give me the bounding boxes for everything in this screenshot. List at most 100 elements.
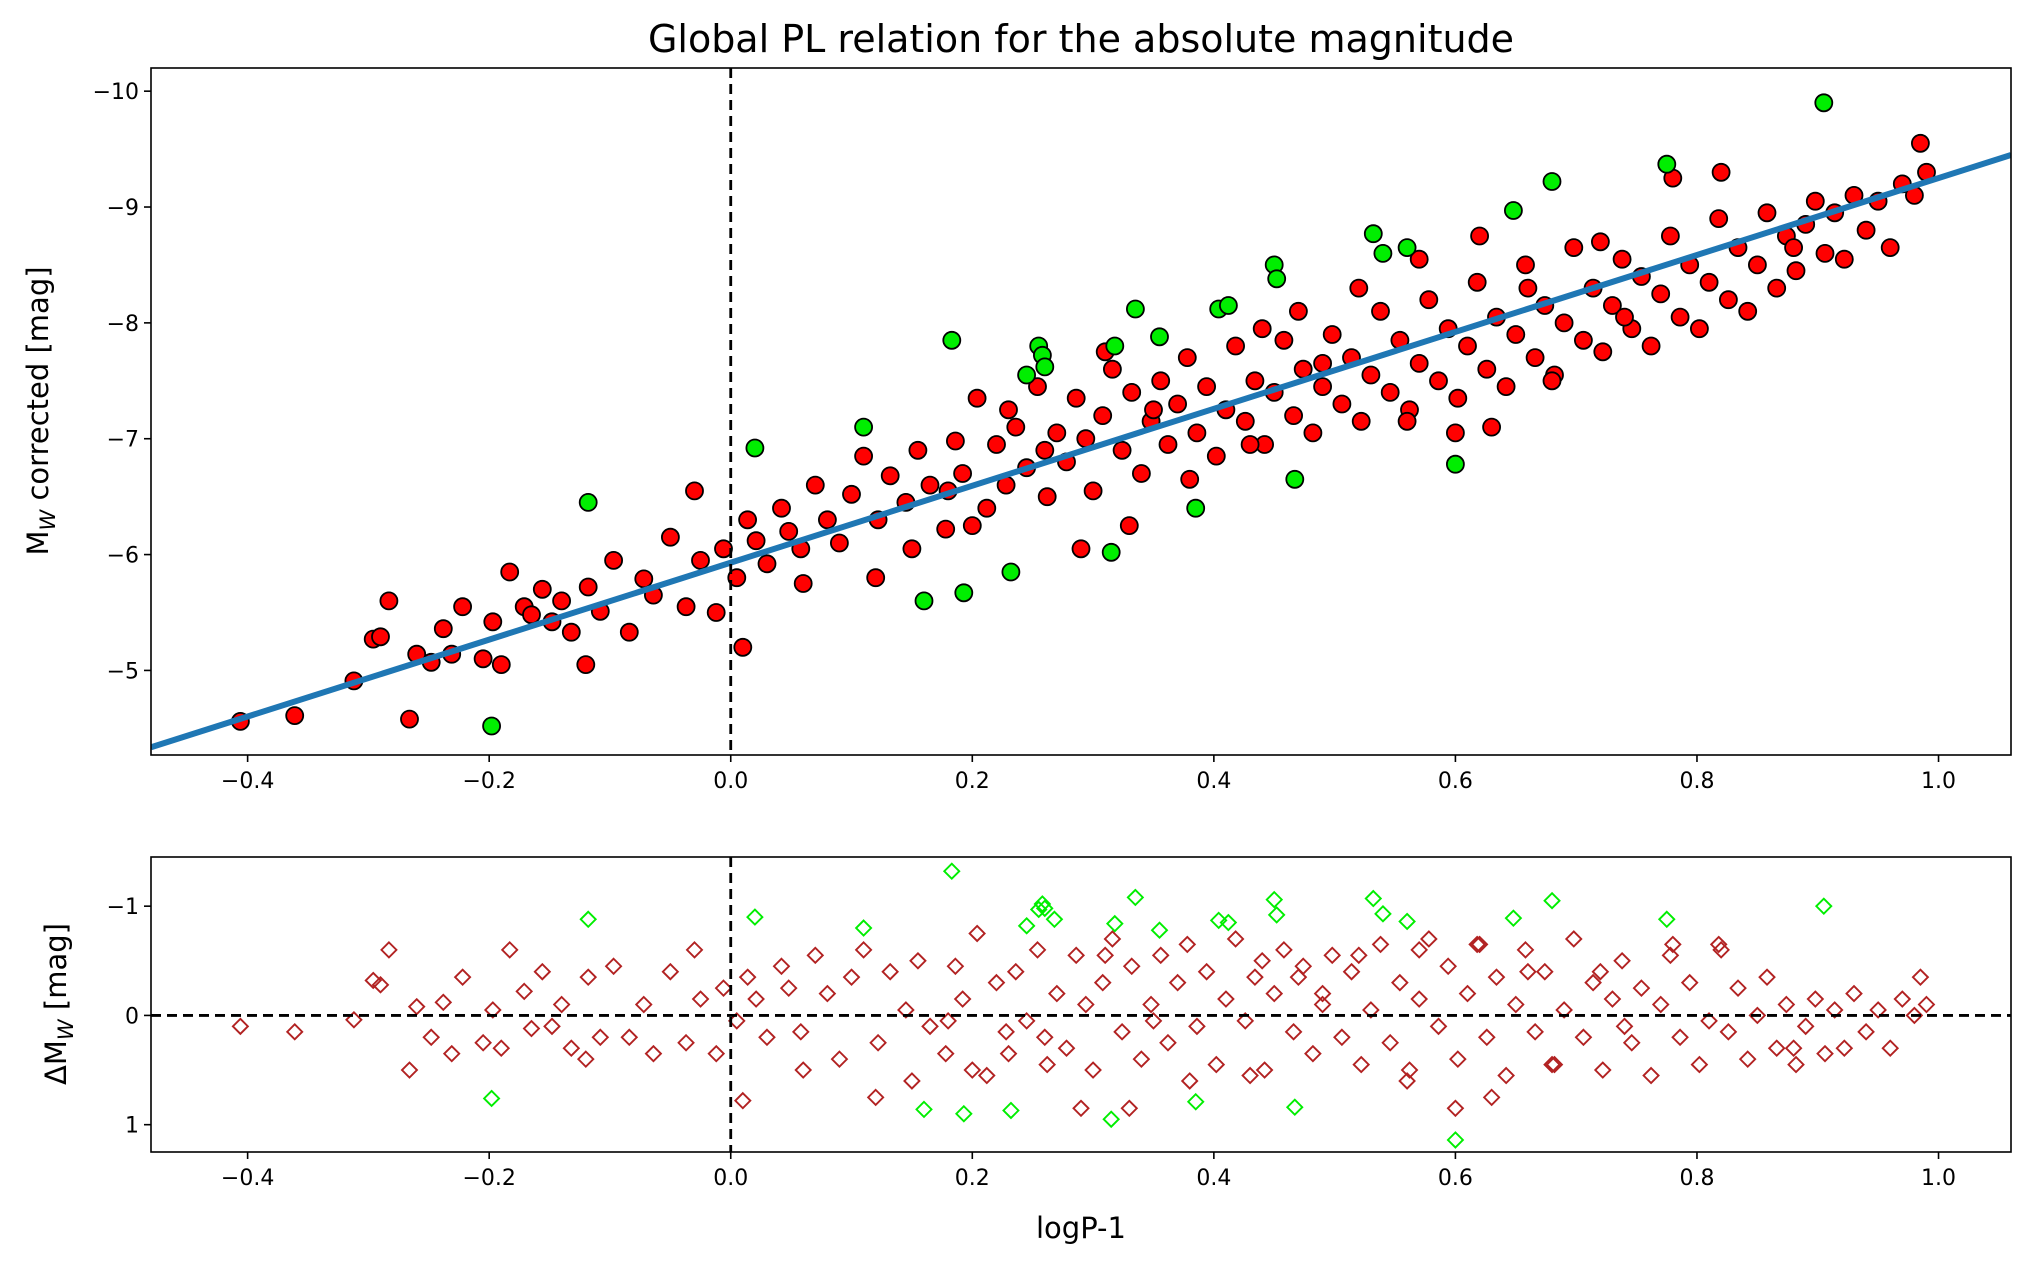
residual-point — [1076, 995, 1095, 1014]
x-tick-label: −0.2 — [462, 769, 515, 794]
residual-point — [1470, 935, 1489, 954]
data-point — [1786, 261, 1806, 281]
residual-point — [1294, 957, 1313, 976]
data-point — [1709, 209, 1729, 229]
data-point — [1289, 301, 1308, 321]
residual-point — [364, 971, 383, 990]
residual-point — [1593, 1061, 1612, 1079]
data-point — [1226, 336, 1245, 356]
data-point — [1757, 203, 1777, 223]
bottom-x-ticks: −0.4 −0.2 0.0 0.2 0.4 0.6 0.8 1.0 — [221, 1152, 1956, 1191]
data-point — [1293, 359, 1313, 379]
residual-point — [1072, 1099, 1090, 1118]
residual-point — [1067, 946, 1086, 965]
residual-point — [1120, 1099, 1139, 1118]
data-point — [1168, 394, 1187, 414]
residual-point — [1028, 941, 1047, 959]
residual-point — [1113, 1022, 1131, 1041]
data-point — [1516, 255, 1535, 275]
top-axes-frame — [150, 67, 2012, 756]
residual-point — [1236, 1012, 1255, 1030]
data-point — [746, 531, 766, 551]
residual-point — [231, 1017, 250, 1036]
x-tick-label: −0.4 — [221, 1166, 274, 1191]
residual-point — [714, 979, 733, 997]
residual-point — [977, 1066, 996, 1085]
x-tick-label: 0.6 — [1438, 769, 1473, 794]
data-point — [733, 637, 753, 657]
data-point — [1066, 388, 1086, 408]
data-point — [522, 605, 541, 625]
residual-point — [1057, 1039, 1076, 1058]
data-point — [902, 539, 922, 559]
residual-point — [371, 975, 390, 994]
data-point — [1047, 423, 1067, 443]
data-point — [1738, 301, 1758, 321]
outlier-point — [1363, 224, 1383, 244]
residual-point — [1738, 1050, 1757, 1068]
y-tick-label: −7 — [107, 428, 139, 453]
data-point — [706, 603, 726, 622]
data-point — [1083, 481, 1103, 501]
residual-point — [1680, 973, 1699, 992]
residual-point — [380, 941, 398, 959]
residual-point — [1217, 990, 1235, 1008]
data-point — [1252, 319, 1272, 339]
residual-point — [999, 1044, 1018, 1063]
residual-point — [1543, 1055, 1561, 1074]
top-y-axis-label-rest: corrected [mag] — [21, 266, 55, 509]
outlier-point — [745, 438, 765, 458]
residual-outlier-point — [1364, 889, 1383, 908]
residual-point — [1371, 935, 1390, 954]
residual-point — [1468, 935, 1487, 954]
residual-point — [842, 968, 861, 987]
chart-title: Global PL relation for the absolute magn… — [648, 17, 1514, 61]
residual-point — [881, 962, 900, 981]
data-point — [920, 475, 940, 495]
data-point — [379, 591, 399, 611]
data-point — [676, 597, 696, 617]
data-point — [1240, 435, 1260, 454]
residual-point — [1911, 968, 1930, 987]
data-point — [999, 400, 1018, 420]
residual-point — [1006, 962, 1025, 981]
residual-point — [434, 993, 453, 1012]
data-point — [818, 510, 837, 530]
residual-point — [591, 1028, 610, 1047]
data-point — [1380, 382, 1400, 402]
data-point — [1371, 301, 1390, 321]
data-point — [1458, 336, 1477, 356]
outlier-point — [1657, 154, 1677, 174]
residual-point — [1168, 973, 1187, 992]
residual-point — [747, 990, 765, 1008]
residual-point — [1313, 984, 1332, 1003]
residual-point — [1103, 930, 1122, 948]
data-point — [854, 446, 873, 466]
outlier-point — [1285, 469, 1305, 489]
residual-point — [1284, 1022, 1303, 1041]
data-point — [1122, 382, 1142, 402]
residual-point — [1323, 946, 1342, 965]
residual-point — [677, 1033, 695, 1052]
residual-point — [1526, 1022, 1544, 1041]
data-point — [727, 568, 747, 588]
residual-point — [1767, 1039, 1786, 1058]
residual-outlier-point — [1150, 921, 1169, 940]
data-point — [483, 612, 503, 632]
residual-outlier-point — [1657, 910, 1676, 929]
data-point — [1784, 238, 1803, 258]
residual-point — [1419, 930, 1438, 948]
data-point — [1612, 249, 1632, 269]
data-point — [491, 655, 511, 674]
residual-point — [453, 968, 472, 987]
data-point — [1711, 162, 1731, 182]
data-point — [1119, 516, 1139, 535]
data-point — [552, 591, 571, 611]
outlier-point — [854, 417, 873, 437]
outlier-point — [1504, 201, 1523, 220]
outlier-point — [1001, 562, 1021, 582]
data-point — [1815, 243, 1835, 263]
data-point — [1397, 411, 1417, 431]
x-tick-label: 0.4 — [1196, 769, 1231, 794]
data-point — [1419, 290, 1439, 310]
